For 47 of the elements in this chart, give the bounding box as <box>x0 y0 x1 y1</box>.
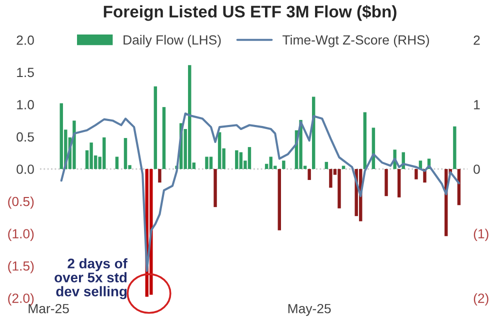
bar <box>384 169 388 196</box>
bar <box>324 162 328 169</box>
bar <box>154 86 158 169</box>
bar <box>90 142 93 169</box>
bar <box>329 169 332 188</box>
x-tick-label: Mar-25 <box>28 304 69 314</box>
x-tick-label: May-25 <box>288 304 331 316</box>
y-tick-label: 0.5 <box>16 132 34 142</box>
y2-tick-label: (1) <box>474 228 488 242</box>
bar <box>158 169 162 183</box>
bar <box>205 156 208 169</box>
bar <box>308 169 311 180</box>
y2-tick-label: (2) <box>474 293 488 306</box>
y-tick-label: 1.0 <box>17 100 34 110</box>
y-tick-label: (1.0) <box>8 228 34 242</box>
bar <box>72 120 76 169</box>
bar <box>363 112 367 169</box>
legend-label: Daily Flow (LHS) <box>124 34 221 48</box>
bar <box>278 169 282 230</box>
bar <box>397 169 401 198</box>
bar <box>269 156 272 169</box>
y-tick-label: (0.5) <box>8 196 34 209</box>
bar <box>214 169 217 208</box>
annotation: 2 days of over 5x std dev selling <box>54 258 128 300</box>
y2-tick-label: 1 <box>474 100 480 110</box>
bar <box>209 156 213 169</box>
y-tick-label: 2.0 <box>16 36 34 45</box>
bar <box>218 132 222 169</box>
bar <box>338 169 341 208</box>
line-series <box>60 112 460 272</box>
bar <box>115 156 119 169</box>
y-tick-label: 0.0 <box>16 164 34 174</box>
legend-label: Time-Wgt Z-Score (RHS) <box>282 34 429 48</box>
bar <box>248 147 252 169</box>
bar <box>124 138 128 169</box>
bar <box>239 152 243 169</box>
y-tick-label: (2.0) <box>8 293 34 306</box>
bar <box>235 150 238 169</box>
bar <box>162 107 166 169</box>
chart-title: Foreign Listed US ETF 3M Flow ($bn) <box>104 4 396 21</box>
bar <box>282 160 286 169</box>
y-tick-label: 1.5 <box>17 68 34 78</box>
bar <box>414 169 418 180</box>
bar <box>453 126 456 169</box>
y2-tick-label: 2 <box>474 36 480 45</box>
y-tick-label: (1.5) <box>8 260 34 274</box>
y2-tick-label: 0 <box>474 164 480 174</box>
